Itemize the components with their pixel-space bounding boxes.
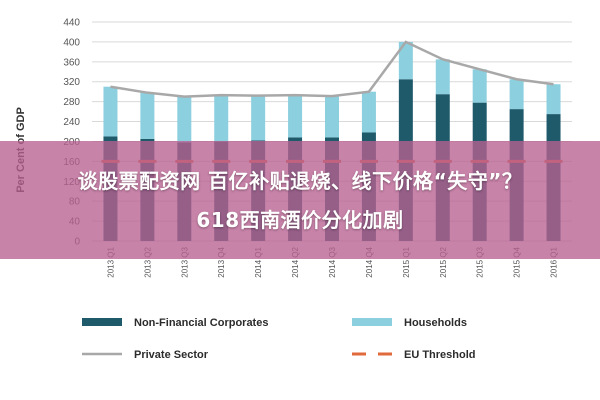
x-tick-label: 2014 Q3: [328, 246, 337, 277]
x-tick-label: 2015 Q1: [402, 246, 411, 277]
legend-label: Households: [404, 317, 467, 329]
bar-households: [251, 95, 266, 141]
headline-line-2[interactable]: 618西南酒价分化加剧: [196, 208, 404, 232]
bar-households: [140, 92, 155, 139]
y-tick-label: 440: [63, 18, 80, 29]
bar-households: [288, 95, 303, 138]
legend-label: Non-Financial Corporates: [134, 317, 268, 329]
bar-households: [214, 95, 229, 142]
bar-households: [325, 96, 339, 138]
x-tick-label: 2014 Q4: [365, 246, 374, 277]
x-tick-label: 2015 Q2: [439, 246, 448, 277]
x-tick-label: 2013 Q3: [180, 246, 189, 277]
x-tick-label: 2013 Q1: [106, 246, 115, 277]
legend: Non-Financial Corporates Households Privat…: [82, 317, 476, 361]
y-tick-label: 360: [63, 57, 80, 68]
x-tick-label: 2013 Q2: [143, 246, 152, 277]
legend-label: EU Threshold: [404, 349, 476, 361]
x-tick-label: 2014 Q2: [291, 246, 300, 277]
legend-label: Private Sector: [134, 349, 209, 361]
y-tick-label: 240: [63, 117, 80, 128]
x-tick-label: 2015 Q4: [513, 246, 522, 277]
legend-swatch: [352, 318, 392, 326]
x-tick-label: 2013 Q4: [217, 246, 226, 277]
bar-households: [546, 84, 561, 115]
x-axis-ticks: 2013 Q1 2013 Q2 2013 Q3 2013 Q4 2014 Q1 2014 …: [106, 246, 558, 277]
legend-swatch: [82, 318, 122, 326]
x-tick-label: 2016 Q1: [550, 246, 559, 277]
x-tick-label: 2014 Q1: [254, 246, 263, 277]
bar-households: [361, 91, 376, 133]
bar-households: [398, 41, 413, 80]
x-tick-label: 2015 Q3: [476, 246, 485, 277]
bar-households: [177, 96, 192, 143]
y-tick-label: 280: [63, 97, 80, 108]
y-tick-label: 320: [63, 77, 80, 88]
bar-households: [103, 86, 118, 137]
bar-households: [472, 69, 487, 103]
bar-households: [509, 79, 524, 110]
bar-households: [435, 59, 450, 95]
y-tick-label: 400: [63, 37, 80, 48]
headline-line-1[interactable]: 谈股票配资网 百亿补贴退烧、线下价格“失守”？: [77, 169, 523, 193]
line-private-sector: [110, 40, 554, 98]
headline-banner: [0, 141, 600, 259]
